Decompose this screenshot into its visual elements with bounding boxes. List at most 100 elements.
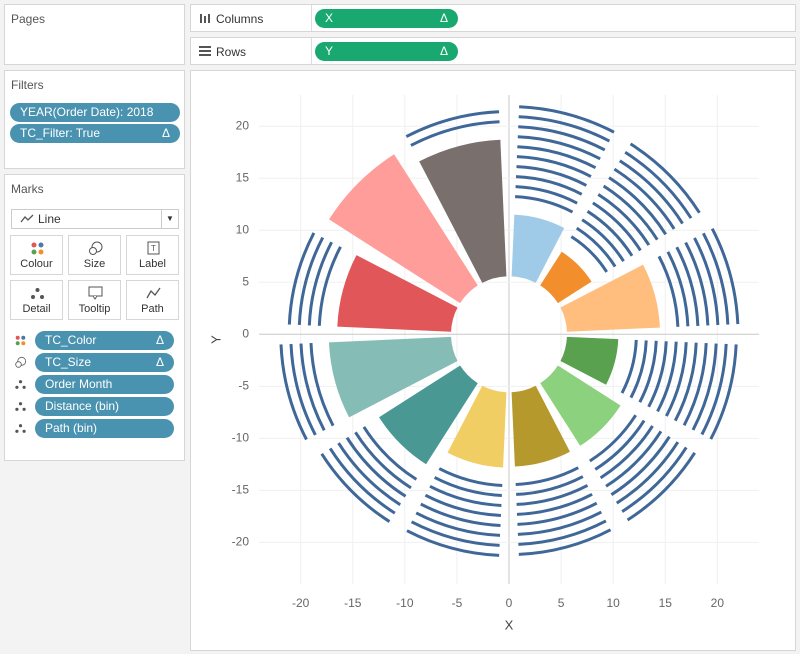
track-arc	[657, 255, 680, 327]
pill-text: Y	[325, 44, 334, 58]
track-arc	[581, 218, 625, 262]
pages-panel: Pages	[4, 4, 185, 65]
pill[interactable]: TC_Filter: True Δ	[10, 124, 180, 143]
track-arc	[666, 251, 690, 327]
pill[interactable]: Distance (bin)	[35, 397, 174, 416]
track-arc	[665, 342, 688, 417]
x-tick-label: 15	[659, 596, 673, 610]
pill-icon: Δ	[439, 44, 448, 58]
radial-bar	[328, 336, 458, 418]
track-arc	[518, 125, 606, 152]
track-arc	[287, 232, 316, 325]
radial-bar	[560, 264, 660, 332]
track-arc	[518, 115, 611, 143]
button-label: Colour	[20, 258, 53, 270]
mark-button[interactable]: Size	[68, 235, 121, 275]
track-arc	[621, 446, 688, 513]
pill[interactable]: Order Month	[35, 375, 174, 394]
track-arc	[599, 425, 654, 480]
track-arc	[638, 340, 658, 403]
mark-type-dropdown[interactable]: Line ▼	[11, 209, 179, 229]
filters-panel: Filters YEAR(Order Date): 2018 TC_Filter:…	[4, 70, 185, 169]
rows-icon	[199, 46, 211, 56]
track-arc	[405, 110, 500, 138]
pill-icon: Δ	[155, 355, 164, 369]
pill[interactable]: TC_Color Δ	[35, 331, 174, 350]
y-tick-label: 0	[242, 326, 249, 340]
track-arc	[586, 210, 634, 257]
track-arc	[328, 447, 396, 515]
track-arc	[410, 120, 500, 147]
track-arc	[597, 193, 651, 246]
pill-icon-shape	[15, 402, 26, 411]
pill-text: TC_Filter: True	[20, 126, 101, 140]
pages-title: Pages	[11, 12, 46, 26]
track-arc	[647, 341, 668, 408]
track-arc	[297, 236, 325, 326]
track-arc	[605, 430, 663, 488]
button-icon	[31, 242, 44, 255]
track-arc	[592, 201, 642, 252]
pill-icon-shape	[15, 335, 26, 346]
y-axis-title: Y	[208, 335, 223, 344]
button-label: Label	[139, 258, 166, 270]
track-arc	[517, 501, 598, 526]
pill[interactable]: Path (bin)	[35, 419, 174, 438]
track-arc	[709, 344, 738, 440]
track-arc	[515, 466, 579, 486]
mark-button[interactable]: Colour	[10, 235, 63, 275]
mark-button[interactable]: T Label	[126, 235, 179, 275]
y-tick-label: 10	[236, 222, 250, 236]
pill-text: Order Month	[45, 377, 113, 391]
track-arc	[429, 485, 502, 507]
track-arc	[433, 476, 502, 497]
pill-text: X	[325, 11, 334, 25]
track-arc	[406, 529, 500, 557]
radial-bar	[329, 154, 478, 304]
track-arc	[610, 435, 671, 496]
button-label: Size	[83, 258, 106, 270]
x-tick-label: 10	[606, 596, 620, 610]
pill[interactable]: YEAR(Order Date): 2018	[10, 103, 180, 122]
track-arc	[307, 241, 333, 326]
track-arc	[515, 175, 583, 196]
track-arc	[518, 528, 612, 556]
pill[interactable]: TC_Size Δ	[35, 353, 174, 372]
button-icon	[88, 286, 103, 300]
pill-text: TC_Color	[45, 333, 97, 347]
mark-type: Line	[38, 212, 61, 226]
track-arc	[684, 241, 710, 326]
pill-icon: Δ	[439, 11, 448, 25]
pill-icon-shape	[15, 424, 26, 433]
track-arc	[345, 436, 407, 498]
radial-bar	[540, 365, 621, 446]
view-panel: -20 -15 -10 -5 0 5 10 15 20 -20 -15 -10 -5 0 5 10 15 20 X Y	[190, 70, 796, 651]
track-arc	[618, 159, 684, 225]
track-arc	[629, 142, 701, 214]
track-arc	[629, 340, 648, 399]
mark-button[interactable]: Path	[126, 280, 179, 320]
y-tick-label: 5	[242, 274, 249, 288]
track-arc	[693, 237, 720, 326]
mark-button[interactable]: Tooltip	[68, 280, 121, 320]
track-arc	[620, 339, 638, 394]
radial-bar	[511, 214, 565, 283]
y-tick-label: -5	[238, 378, 249, 392]
radial-bar	[337, 255, 458, 332]
radial-bar	[447, 385, 507, 468]
svg-text:T: T	[151, 244, 156, 253]
track-arc	[299, 343, 326, 431]
mark-button[interactable]: Detail	[10, 280, 63, 320]
track-arc	[673, 342, 698, 422]
track-arc	[515, 195, 574, 214]
track-arc	[289, 343, 317, 436]
button-label: Path	[141, 303, 164, 315]
button-icon: T	[147, 241, 160, 255]
track-arc	[517, 510, 603, 536]
x-tick-label: -20	[292, 596, 310, 610]
track-arc	[424, 493, 501, 517]
